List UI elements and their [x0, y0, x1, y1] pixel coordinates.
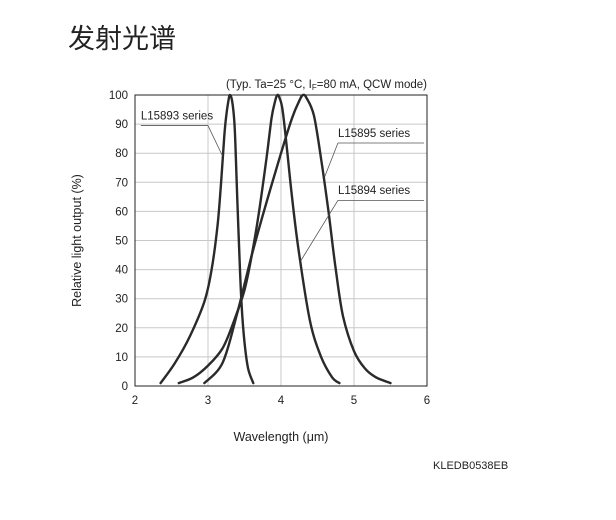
conditions-prefix: (Typ. Ta=25 °C, I	[226, 79, 312, 91]
y-tick-label-60: 60	[115, 206, 128, 218]
figure-code: KLEDB0538EB	[433, 460, 509, 472]
series-label-l15894: L15894 series	[338, 185, 410, 197]
spectrum-curves	[159, 93, 392, 385]
y-tick-label-90: 90	[115, 119, 128, 131]
label-leader-lines	[140, 125, 425, 262]
series-line-l15894	[177, 93, 341, 385]
x-tick-label-6: 6	[424, 395, 430, 407]
y-tick-label-0: 0	[122, 381, 128, 393]
conditions-subscript: F	[312, 83, 317, 92]
x-axis-title: Wavelength (μm)	[234, 430, 329, 444]
x-tick-label-5: 5	[351, 395, 357, 407]
y-axis-title: Relative light output (%)	[70, 174, 84, 307]
y-tick-label-30: 30	[115, 294, 128, 306]
series-label-l15893: L15893 series	[141, 110, 213, 122]
x-tick-label-3: 3	[205, 395, 211, 407]
series-line-l15895	[203, 93, 392, 385]
measurement-conditions: (Typ. Ta=25 °C, IF=80 mA, QCW mode)	[226, 79, 427, 92]
page-title: 发射光谱	[68, 24, 176, 55]
series-label-l15895: L15895 series	[338, 128, 410, 140]
series-line-l15893	[159, 93, 255, 385]
leader-line-l15893	[207, 125, 223, 157]
y-tick-label-80: 80	[115, 148, 128, 160]
x-tick-label-2: 2	[132, 395, 138, 407]
conditions-suffix: =80 mA, QCW mode)	[317, 79, 427, 91]
y-tick-label-10: 10	[115, 352, 128, 364]
plot-frame	[134, 94, 428, 387]
y-tick-label-40: 40	[115, 265, 128, 277]
y-tick-label-100: 100	[109, 90, 128, 102]
x-tick-label-4: 4	[278, 395, 285, 407]
y-tick-label-20: 20	[115, 323, 128, 335]
leader-line-l15894	[300, 200, 339, 262]
leader-line-l15895	[324, 142, 339, 177]
y-tick-label-50: 50	[115, 236, 128, 248]
y-tick-label-70: 70	[115, 177, 128, 189]
